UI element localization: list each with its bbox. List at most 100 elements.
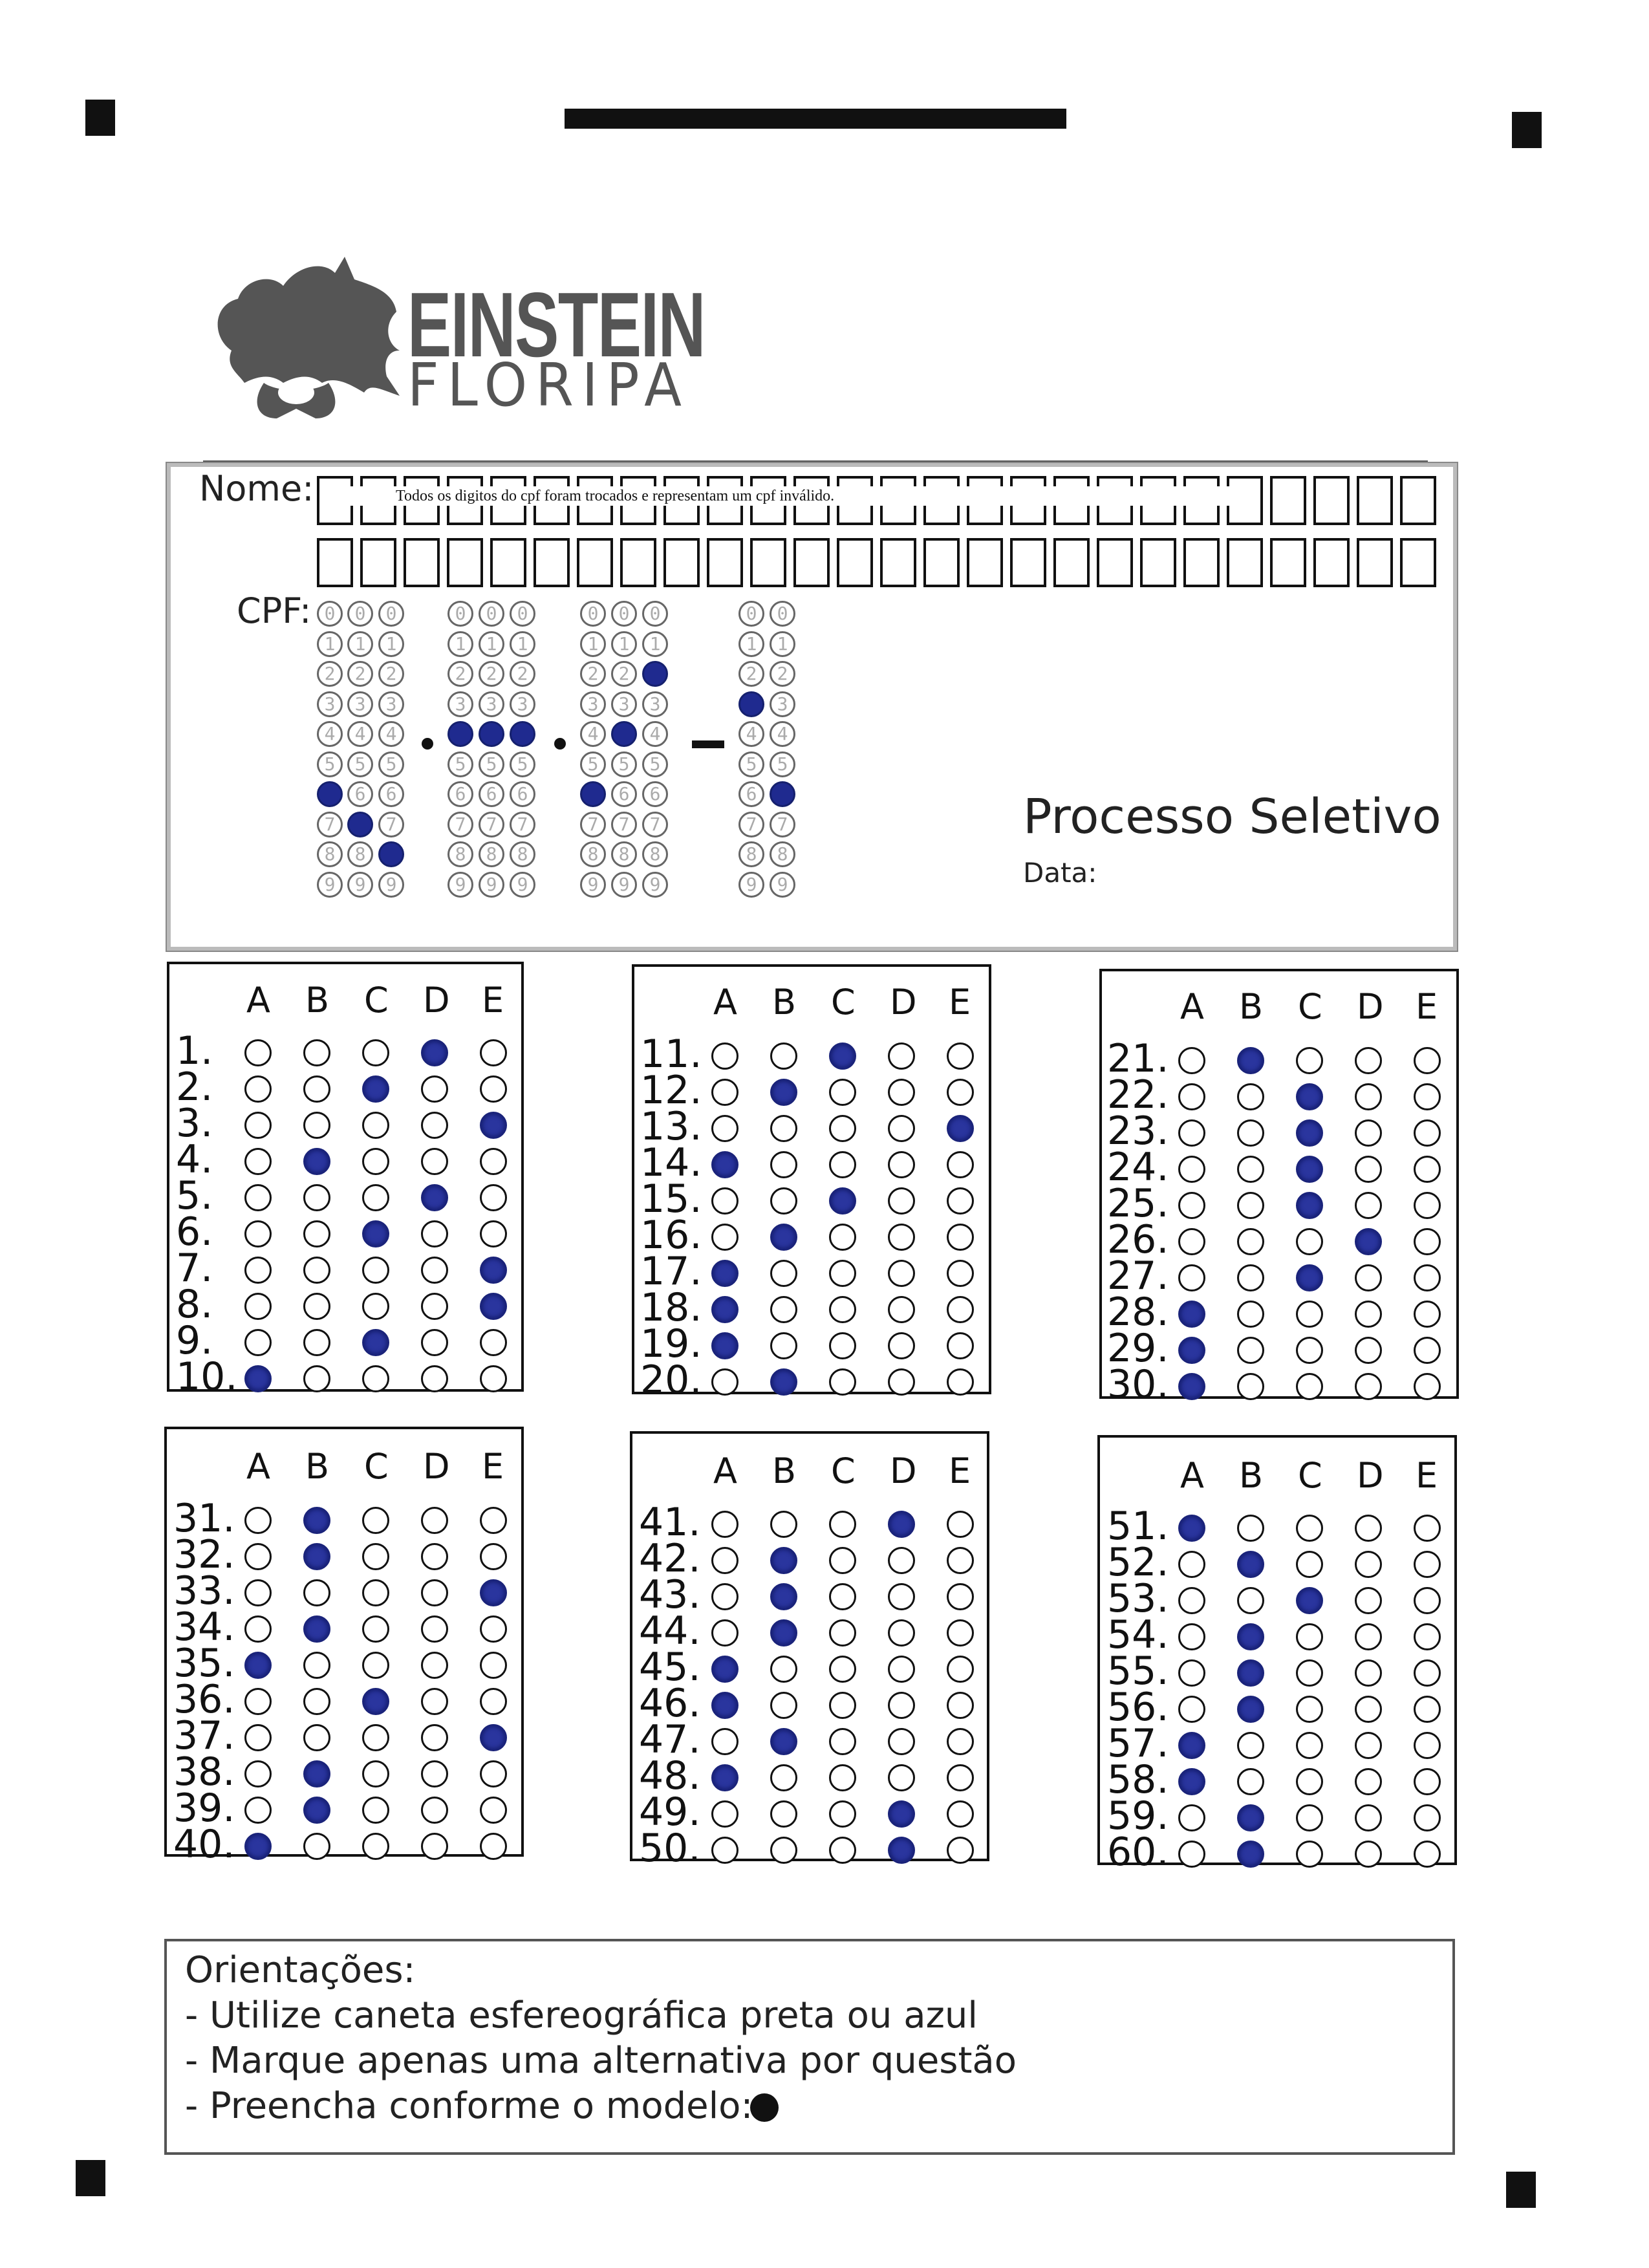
cpf-digit-bubble[interactable]: 1 <box>347 631 373 657</box>
answer-bubble-e[interactable] <box>947 1728 974 1755</box>
answer-bubble-c[interactable] <box>1296 1841 1323 1868</box>
answer-bubble-e[interactable] <box>1414 1047 1441 1074</box>
cpf-digit-bubble[interactable]: 9 <box>642 871 668 898</box>
answer-bubble-a[interactable] <box>711 1656 738 1683</box>
answer-bubble-b[interactable] <box>1237 1696 1264 1723</box>
answer-bubble-e[interactable] <box>947 1115 974 1142</box>
answer-bubble-e[interactable] <box>947 1800 974 1828</box>
answer-bubble-a[interactable] <box>711 1151 738 1178</box>
answer-bubble-d[interactable] <box>1355 1228 1382 1255</box>
answer-bubble-a[interactable] <box>711 1332 738 1359</box>
answer-bubble-a[interactable] <box>1178 1373 1205 1400</box>
answer-bubble-b[interactable] <box>770 1619 797 1647</box>
cpf-digit-bubble[interactable]: 0 <box>510 601 535 627</box>
answer-bubble-e[interactable] <box>480 1760 507 1787</box>
answer-bubble-d[interactable] <box>421 1543 448 1570</box>
answer-bubble-b[interactable] <box>303 1112 330 1139</box>
name-letter-box[interactable] <box>837 538 873 587</box>
answer-bubble-a[interactable] <box>244 1543 272 1570</box>
name-letter-box[interactable] <box>1357 538 1393 587</box>
answer-bubble-a[interactable] <box>244 1579 272 1606</box>
answer-bubble-c[interactable] <box>829 1583 856 1610</box>
cpf-digit-bubble[interactable]: 8 <box>378 841 404 867</box>
cpf-digit-bubble[interactable]: 7 <box>738 811 764 837</box>
answer-bubble-e[interactable] <box>480 1579 507 1606</box>
cpf-digit-bubble[interactable]: 6 <box>447 781 473 807</box>
answer-bubble-b[interactable] <box>303 1724 330 1751</box>
cpf-digit-bubble[interactable]: 0 <box>378 601 404 627</box>
answer-bubble-e[interactable] <box>947 1260 974 1287</box>
answer-bubble-d[interactable] <box>888 1511 915 1538</box>
answer-bubble-d[interactable] <box>421 1148 448 1175</box>
answer-bubble-d[interactable] <box>421 1365 448 1392</box>
answer-bubble-e[interactable] <box>947 1619 974 1647</box>
answer-bubble-b[interactable] <box>770 1800 797 1828</box>
answer-bubble-d[interactable] <box>1355 1373 1382 1400</box>
answer-bubble-d[interactable] <box>888 1332 915 1359</box>
answer-bubble-e[interactable] <box>947 1332 974 1359</box>
answer-bubble-a[interactable] <box>1178 1515 1205 1542</box>
answer-bubble-c[interactable] <box>829 1511 856 1538</box>
cpf-digit-bubble[interactable]: 6 <box>479 781 504 807</box>
answer-bubble-c[interactable] <box>362 1112 389 1139</box>
answer-bubble-d[interactable] <box>888 1079 915 1106</box>
answer-bubble-d[interactable] <box>888 1800 915 1828</box>
answer-bubble-c[interactable] <box>829 1692 856 1719</box>
cpf-digit-bubble[interactable]: 8 <box>347 841 373 867</box>
cpf-digit-bubble[interactable]: 1 <box>611 631 637 657</box>
answer-bubble-b[interactable] <box>1237 1083 1264 1110</box>
cpf-digit-bubble[interactable]: 4 <box>510 721 535 747</box>
cpf-digit-bubble[interactable]: 8 <box>611 841 637 867</box>
answer-bubble-d[interactable] <box>888 1656 915 1683</box>
answer-bubble-a[interactable] <box>1178 1119 1205 1147</box>
answer-bubble-d[interactable] <box>1355 1337 1382 1364</box>
answer-bubble-c[interactable] <box>829 1332 856 1359</box>
answer-bubble-c[interactable] <box>1296 1083 1323 1110</box>
answer-bubble-e[interactable] <box>480 1688 507 1715</box>
cpf-digit-bubble[interactable]: 4 <box>611 721 637 747</box>
answer-bubble-b[interactable] <box>303 1039 330 1066</box>
answer-bubble-d[interactable] <box>421 1615 448 1643</box>
answer-bubble-b[interactable] <box>770 1260 797 1287</box>
answer-bubble-b[interactable] <box>1237 1156 1264 1183</box>
cpf-digit-bubble[interactable]: 7 <box>770 811 795 837</box>
answer-bubble-a[interactable] <box>244 1075 272 1103</box>
answer-bubble-b[interactable] <box>770 1583 797 1610</box>
cpf-digit-bubble[interactable]: 1 <box>510 631 535 657</box>
answer-bubble-e[interactable] <box>947 1296 974 1323</box>
cpf-digit-bubble[interactable]: 0 <box>479 601 504 627</box>
answer-bubble-c[interactable] <box>1296 1228 1323 1255</box>
answer-bubble-e[interactable] <box>1414 1696 1441 1723</box>
cpf-digit-bubble[interactable]: 0 <box>611 601 637 627</box>
answer-bubble-d[interactable] <box>421 1833 448 1860</box>
cpf-digit-bubble[interactable]: 3 <box>510 691 535 717</box>
answer-bubble-e[interactable] <box>480 1833 507 1860</box>
name-letter-box[interactable] <box>1270 538 1306 587</box>
answer-bubble-d[interactable] <box>888 1187 915 1215</box>
answer-bubble-e[interactable] <box>480 1543 507 1570</box>
answer-bubble-e[interactable] <box>1414 1337 1441 1364</box>
cpf-digit-bubble[interactable]: 6 <box>770 781 795 807</box>
answer-bubble-c[interactable] <box>362 1039 389 1066</box>
answer-bubble-a[interactable] <box>244 1833 272 1860</box>
cpf-digit-bubble[interactable]: 8 <box>317 841 343 867</box>
cpf-digit-bubble[interactable]: 8 <box>642 841 668 867</box>
cpf-digit-bubble[interactable]: 2 <box>447 661 473 687</box>
answer-bubble-a[interactable] <box>244 1760 272 1787</box>
name-letter-box[interactable] <box>534 538 570 587</box>
answer-bubble-d[interactable] <box>421 1507 448 1534</box>
answer-bubble-d[interactable] <box>1355 1623 1382 1650</box>
answer-bubble-c[interactable] <box>829 1837 856 1864</box>
name-letter-box[interactable] <box>1183 538 1220 587</box>
cpf-digit-bubble[interactable]: 6 <box>378 781 404 807</box>
answer-bubble-a[interactable] <box>711 1187 738 1215</box>
answer-bubble-c[interactable] <box>362 1543 389 1570</box>
answer-bubble-e[interactable] <box>480 1257 507 1284</box>
answer-bubble-d[interactable] <box>888 1368 915 1396</box>
answer-bubble-c[interactable] <box>829 1619 856 1647</box>
cpf-digit-bubble[interactable]: 9 <box>317 871 343 898</box>
name-letter-box[interactable] <box>923 538 960 587</box>
answer-bubble-a[interactable] <box>711 1728 738 1755</box>
answer-bubble-e[interactable] <box>947 1368 974 1396</box>
answer-bubble-d[interactable] <box>1355 1119 1382 1147</box>
